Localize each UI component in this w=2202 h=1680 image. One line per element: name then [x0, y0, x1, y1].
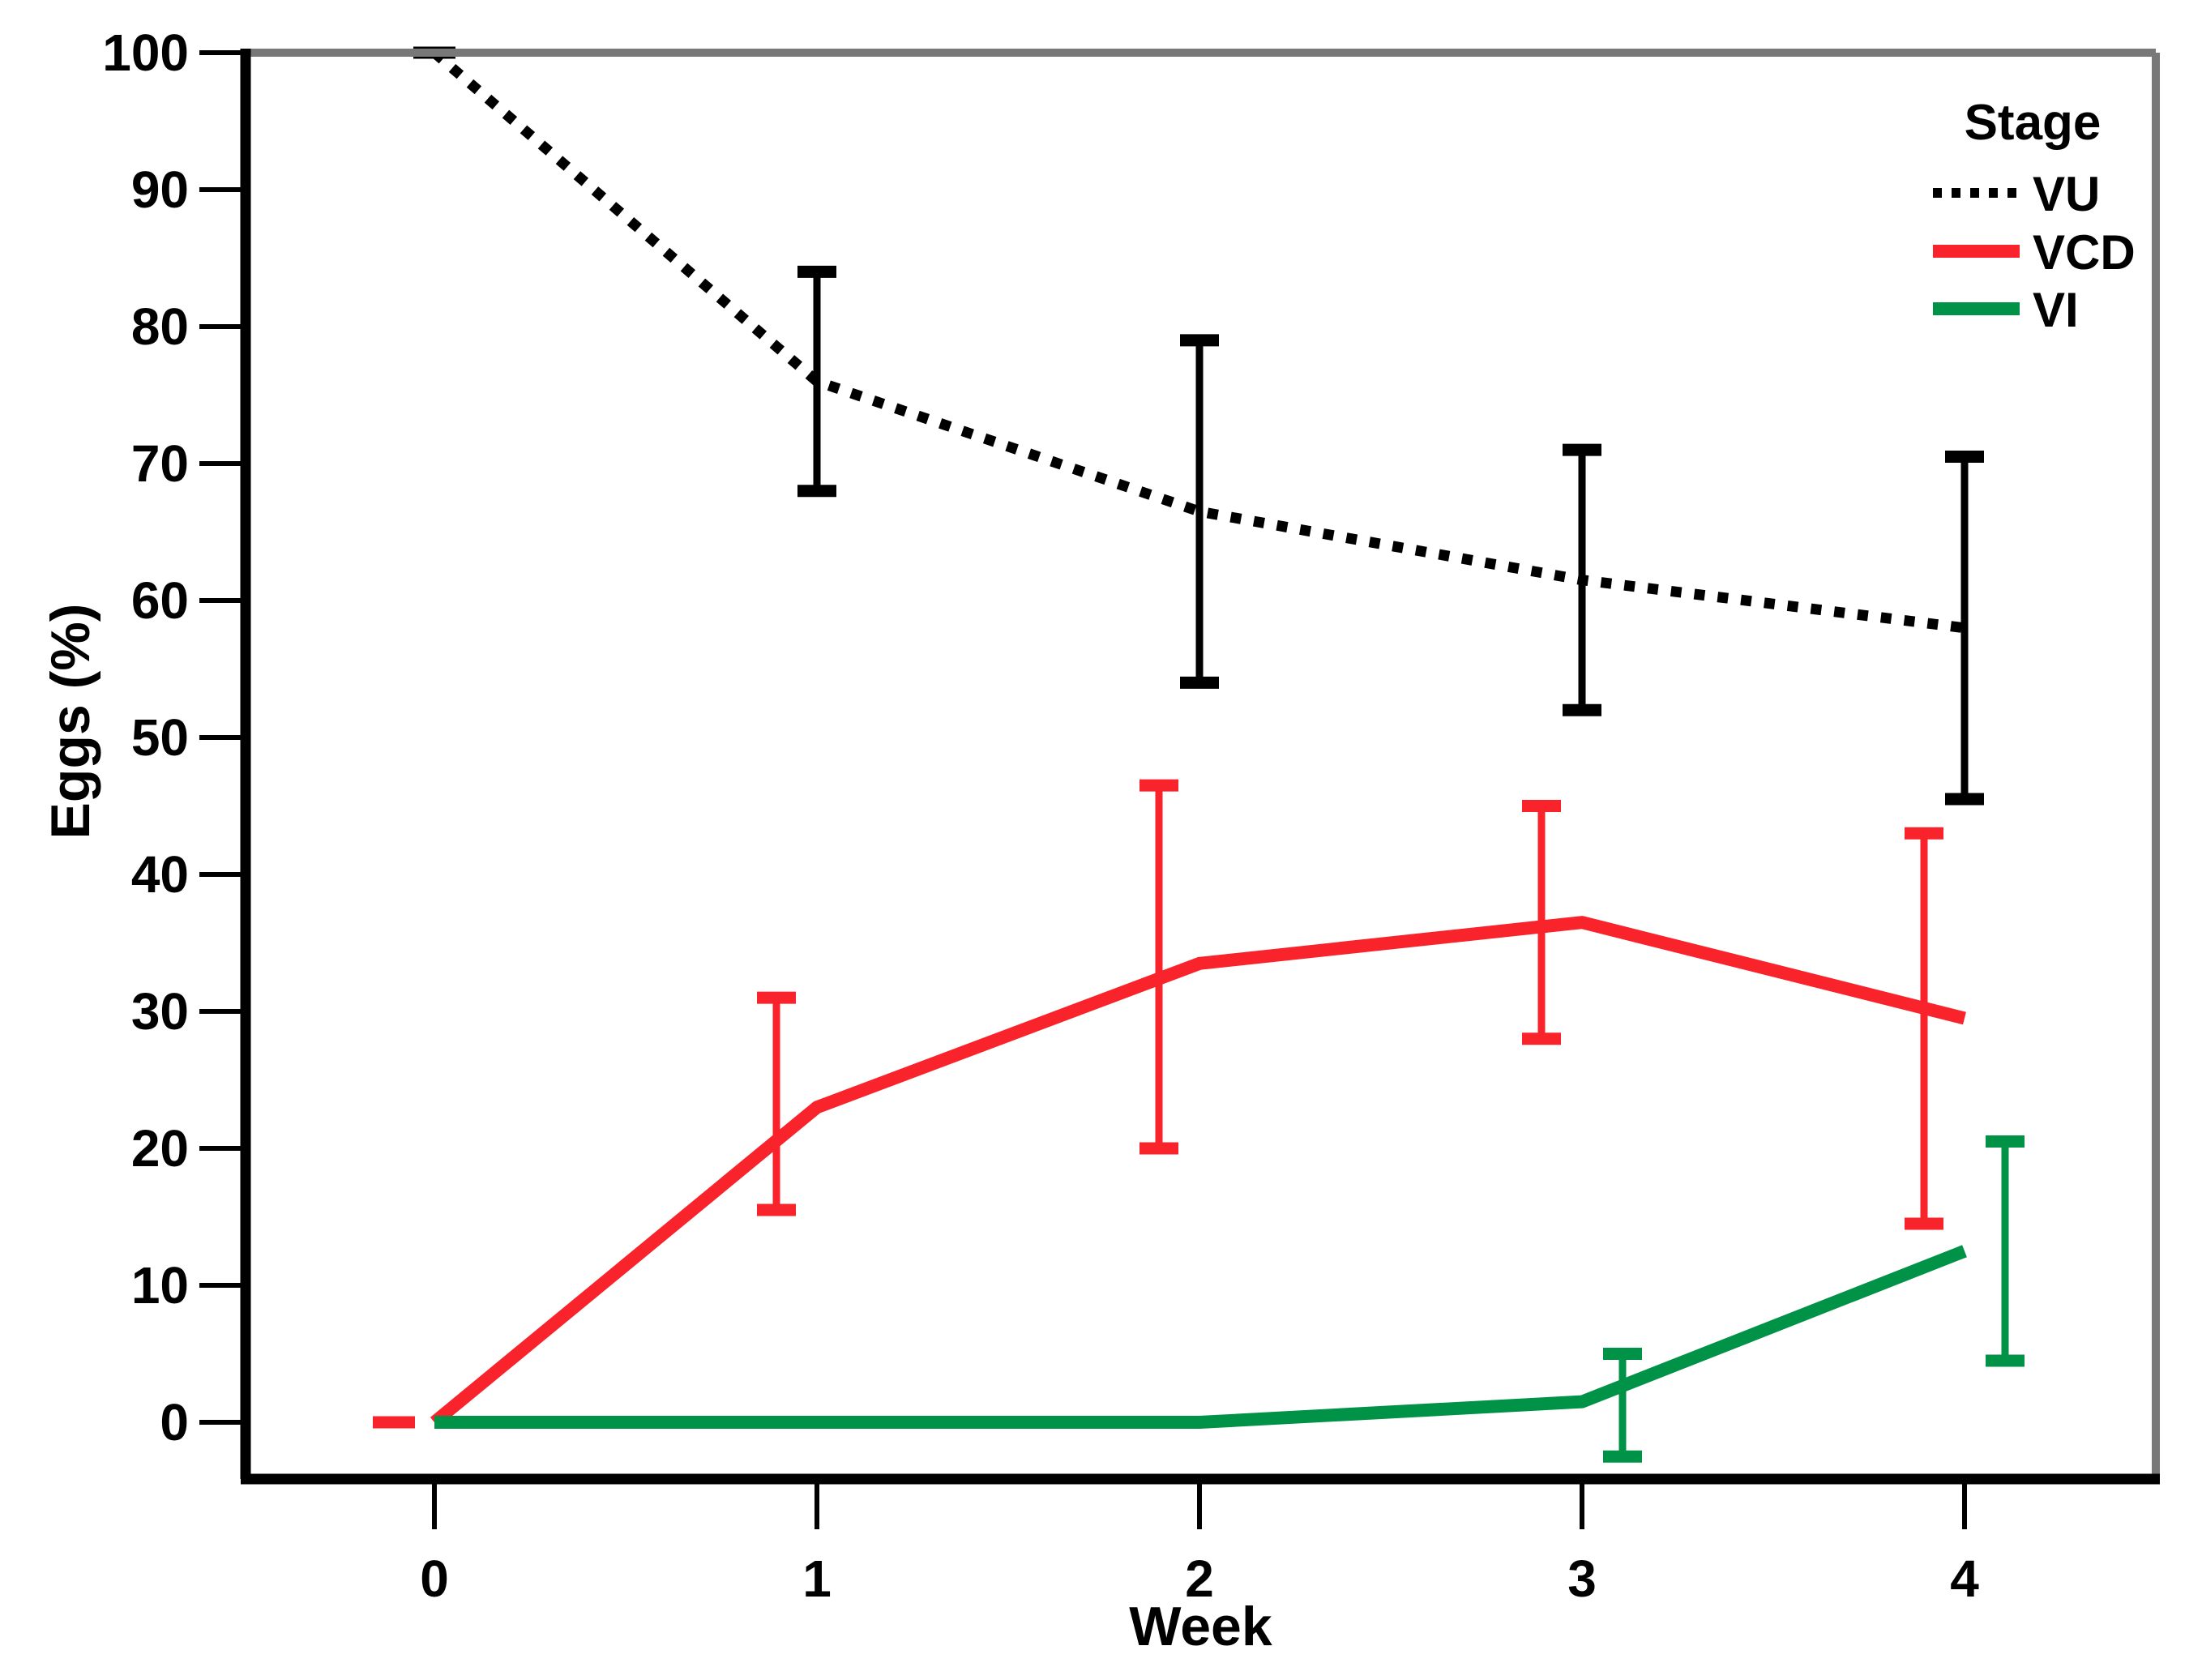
y-tick-label: 100	[102, 24, 189, 82]
y-tick-label: 50	[131, 708, 189, 767]
x-tick-label: 0	[420, 1550, 449, 1608]
x-tick-label: 4	[1950, 1550, 1979, 1608]
vi-line	[434, 1245, 1967, 1429]
vu-line	[430, 49, 1965, 634]
y-tick-label: 30	[131, 982, 189, 1041]
legend-label-vcd: VCD	[2033, 225, 2136, 280]
legend-title: Stage	[1965, 95, 2102, 151]
y-tick-label: 70	[131, 434, 189, 493]
x-tick-label: 1	[802, 1550, 832, 1608]
y-tick-label: 20	[131, 1119, 189, 1178]
vcd-line	[430, 916, 1966, 1428]
y-tick-label: 10	[131, 1256, 189, 1315]
plot-area	[246, 53, 2156, 1479]
y-tick-label: 60	[131, 571, 189, 630]
y-tick-label: 80	[131, 297, 189, 356]
y-axis-title: Eggs (%)	[40, 604, 101, 840]
legend-label-vu: VU	[2033, 167, 2100, 221]
legend-label-vi: VI	[2033, 283, 2079, 337]
error-bars	[373, 46, 2025, 1463]
x-tick-label: 3	[1567, 1550, 1597, 1608]
y-tick-label: 0	[160, 1393, 189, 1451]
y-tick-label: 40	[131, 845, 189, 904]
series-lines	[430, 49, 1967, 1429]
x-axis-title: Week	[1129, 1596, 1272, 1657]
axis-titles: Eggs (%) Week	[40, 604, 1272, 1657]
x-tick-label: 2	[1185, 1550, 1214, 1608]
y-tick-label: 90	[131, 160, 189, 219]
axis-ticks: 0 10 20 30 40 50 60 70 80 90 100 0 1 2 3 4	[102, 24, 1979, 1608]
